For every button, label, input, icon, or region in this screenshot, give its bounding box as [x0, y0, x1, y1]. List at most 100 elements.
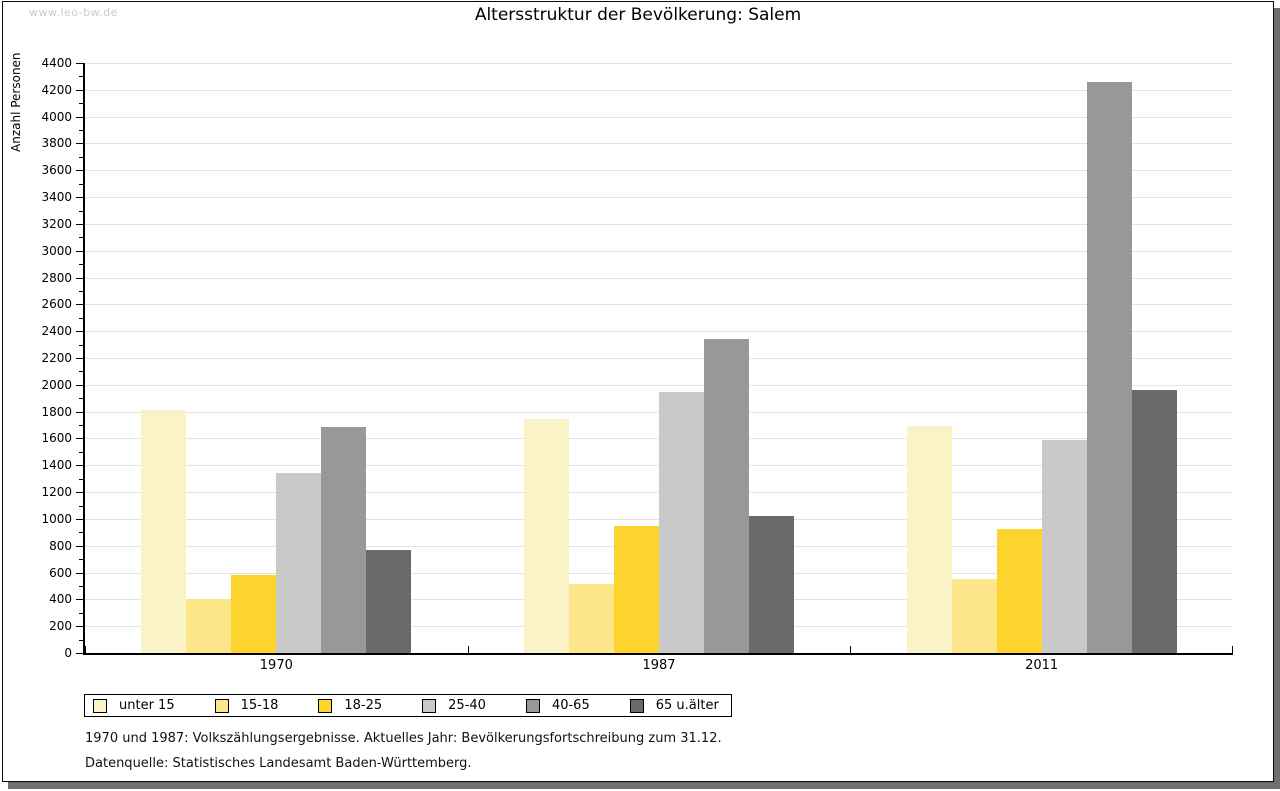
gridline-4200: [85, 89, 1233, 91]
gridline-3400: [85, 197, 1233, 199]
x-boundary-tick: [85, 646, 86, 653]
footnote-census: 1970 und 1987: Volkszählungsergebnisse. …: [85, 731, 722, 746]
legend-label-15-18: 15-18: [240, 698, 279, 713]
y-tick-label-2000: 2000: [41, 377, 72, 392]
y-tick-label-600: 600: [49, 565, 72, 580]
footnote-source: Datenquelle: Statistisches Landesamt Bad…: [85, 756, 472, 771]
gridline-2000: [85, 384, 1233, 386]
bar-1987-25-40: [659, 392, 704, 653]
y-tick-label-2800: 2800: [41, 270, 72, 285]
y-minor-tick: [79, 451, 83, 453]
legend: unter 15 15-18 18-25 25-40 40-65 65 u.älter: [84, 694, 732, 717]
x-category-label-1987: 1987: [642, 658, 676, 673]
y-tick-label-3000: 3000: [41, 243, 72, 258]
y-major-tick: [76, 411, 83, 413]
y-tick-label-2600: 2600: [41, 297, 72, 312]
bar-2011-40-65: [1086, 82, 1132, 653]
y-major-tick: [76, 465, 83, 467]
y-tick-label-3200: 3200: [41, 216, 72, 231]
y-minor-tick: [79, 264, 83, 266]
gridline-2800: [85, 277, 1233, 279]
legend-item-18-25: 18-25: [318, 698, 382, 713]
y-major-tick: [76, 358, 83, 359]
bar-1970-unter 15: [141, 410, 187, 653]
chart-title: Altersstruktur der Bevölkerung: Salem: [474, 5, 802, 25]
legend-label-18-25: 18-25: [344, 698, 383, 713]
y-major-tick: [76, 545, 83, 547]
y-major-tick: [76, 277, 83, 279]
y-major-tick: [76, 599, 83, 601]
x-boundary-tick: [850, 646, 852, 653]
y-tick-label-200: 200: [49, 619, 72, 634]
legend-label-unter 15: unter 15: [119, 698, 175, 713]
gridline-2200: [85, 358, 1233, 359]
y-major-tick: [76, 223, 83, 225]
y-tick-label-2200: 2200: [41, 351, 72, 365]
y-tick-label-1800: 1800: [41, 404, 72, 419]
x-boundary-tick: [1232, 646, 1233, 653]
y-tick-label-1600: 1600: [41, 431, 72, 446]
legend-item-unter 15: unter 15: [93, 698, 175, 713]
legend-swatch-18-25: [318, 698, 333, 713]
y-minor-tick: [79, 532, 83, 534]
plot-area: [83, 63, 1233, 655]
bar-1987-unter 15: [524, 419, 569, 653]
legend-item-40-65: 40-65: [525, 698, 590, 713]
watermark: www.leo-bw.de: [29, 6, 118, 19]
legend-swatch-unter 15: [93, 698, 107, 713]
y-major-tick: [76, 438, 83, 440]
y-minor-tick: [79, 156, 83, 158]
legend-swatch-15-18: [214, 698, 229, 713]
bar-1987-65 u.älter: [749, 516, 794, 653]
y-tick-label-3600: 3600: [41, 163, 72, 178]
y-major-tick: [76, 304, 83, 306]
gridline-3200: [85, 223, 1233, 225]
bar-1987-40-65: [704, 339, 749, 653]
y-minor-tick: [79, 290, 83, 292]
y-minor-tick: [79, 478, 83, 480]
y-major-tick: [76, 384, 83, 386]
y-minor-tick: [79, 505, 83, 507]
y-tick-label-0: 0: [64, 646, 72, 660]
legend-label-65 u.älter: 65 u.älter: [655, 698, 719, 713]
y-minor-tick: [79, 183, 83, 185]
bar-1970-40-65: [321, 427, 367, 653]
y-major-tick: [76, 653, 83, 654]
y-major-tick: [76, 331, 83, 333]
gridline-2600: [85, 304, 1233, 306]
bar-1970-18-25: [231, 575, 277, 653]
bar-2011-18-25: [996, 529, 1042, 653]
bar-1970-25-40: [276, 473, 322, 653]
y-major-tick: [76, 250, 83, 252]
y-minor-tick: [79, 344, 83, 346]
y-major-tick: [76, 143, 83, 145]
y-tick-label-1200: 1200: [41, 485, 72, 500]
y-minor-tick: [79, 130, 83, 132]
gridline-3000: [85, 250, 1233, 252]
y-minor-tick: [79, 585, 83, 587]
gridline-3600: [85, 170, 1233, 172]
y-major-tick: [76, 572, 83, 574]
y-minor-tick: [79, 103, 83, 105]
y-major-tick: [76, 170, 83, 172]
y-minor-tick: [79, 210, 83, 212]
y-tick-label-4000: 4000: [41, 109, 72, 124]
y-tick-label-1400: 1400: [41, 458, 72, 473]
legend-swatch-65 u.älter: [629, 698, 644, 713]
legend-swatch-40-65: [525, 698, 540, 713]
y-tick-label-2400: 2400: [41, 324, 72, 339]
y-tick-label-400: 400: [49, 592, 72, 607]
legend-item-15-18: 15-18: [214, 698, 279, 713]
legend-swatch-25-40: [422, 698, 437, 713]
bar-1970-65 u.älter: [366, 550, 412, 653]
y-minor-tick: [79, 398, 83, 400]
bar-2011-15-18: [951, 579, 997, 653]
y-minor-tick: [79, 425, 83, 427]
legend-item-25-40: 25-40: [422, 698, 486, 713]
y-major-tick: [76, 492, 83, 494]
x-category-label-1970: 1970: [259, 658, 293, 673]
y-major-tick: [76, 63, 83, 64]
y-tick-label-4400: 4400: [41, 56, 72, 70]
